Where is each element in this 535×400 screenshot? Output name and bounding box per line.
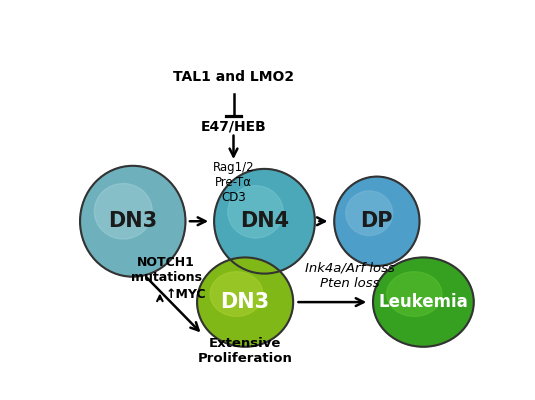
Text: Leukemia: Leukemia	[378, 293, 468, 311]
Text: TAL1 and LMO2: TAL1 and LMO2	[173, 70, 294, 84]
Text: Rag1/2
Pre-Tα
CD3: Rag1/2 Pre-Tα CD3	[213, 161, 254, 204]
Ellipse shape	[210, 272, 263, 316]
Text: DP: DP	[361, 211, 393, 231]
Text: DN3: DN3	[220, 292, 270, 312]
Ellipse shape	[214, 169, 315, 274]
Text: NOTCH1
mutations: NOTCH1 mutations	[131, 256, 202, 284]
Text: Ink4a/Arf loss
Pten loss: Ink4a/Arf loss Pten loss	[305, 262, 395, 290]
Text: ↑MYC: ↑MYC	[166, 288, 207, 301]
Ellipse shape	[373, 258, 474, 347]
Ellipse shape	[346, 191, 393, 236]
Text: DN4: DN4	[240, 211, 289, 231]
Ellipse shape	[197, 258, 293, 347]
Ellipse shape	[228, 186, 283, 238]
Ellipse shape	[387, 272, 442, 316]
Ellipse shape	[334, 176, 419, 266]
Text: DN3: DN3	[108, 211, 157, 231]
Text: Extensive
Proliferation: Extensive Proliferation	[198, 337, 293, 365]
Ellipse shape	[94, 184, 152, 239]
Ellipse shape	[80, 166, 186, 277]
Text: E47/HEB: E47/HEB	[201, 120, 266, 134]
